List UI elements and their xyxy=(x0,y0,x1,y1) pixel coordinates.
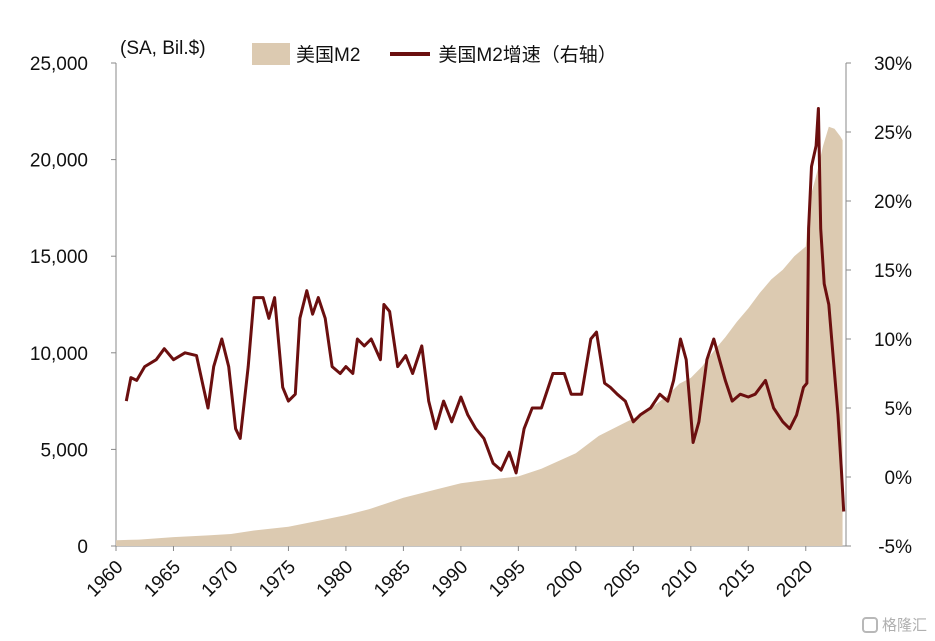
right-tick-label: 30% xyxy=(874,54,912,75)
right-axis: -5% 0% 5% 10% 15% 20% 25% 30% xyxy=(845,54,913,558)
right-tick-label: 0% xyxy=(885,468,913,489)
x-tick-label: 1985 xyxy=(370,557,415,602)
watermark: 格隆汇 xyxy=(861,614,927,635)
x-tick-label: 2005 xyxy=(600,557,645,602)
left-tick-label: 15,000 xyxy=(30,247,88,268)
x-tick-label: 1995 xyxy=(485,557,530,602)
right-tick-label: 25% xyxy=(874,123,912,144)
right-tick-label: -5% xyxy=(878,537,912,558)
x-tick-label: 1960 xyxy=(83,557,128,602)
left-tick-label: 5,000 xyxy=(40,440,88,461)
right-tick-label: 5% xyxy=(885,399,913,420)
legend-swatch-m2 xyxy=(252,42,290,65)
left-axis-unit-label: (SA, Bil.$) xyxy=(120,38,206,59)
legend: 美国M2 美国M2增速（右轴） xyxy=(252,40,647,67)
x-tick-label: 2010 xyxy=(658,557,703,602)
left-tick-label: 25,000 xyxy=(30,54,88,75)
x-tick-label: 1965 xyxy=(140,557,185,602)
plot-area xyxy=(116,107,846,547)
x-tick-label: 2020 xyxy=(773,557,818,602)
series-m2-growth-line xyxy=(124,107,846,512)
left-tick-label: 10,000 xyxy=(30,344,88,365)
right-tick-label: 10% xyxy=(874,330,912,351)
legend-item-m2: 美国M2 xyxy=(252,40,360,67)
legend-label-m2: 美国M2 xyxy=(296,45,361,66)
x-tick-label: 2000 xyxy=(543,557,588,602)
x-tick-label: 1975 xyxy=(255,557,300,602)
left-tick-label: 0 xyxy=(77,537,88,558)
left-tick-label: 20,000 xyxy=(30,151,88,172)
legend-label-m2-growth: 美国M2增速（右轴） xyxy=(438,45,617,66)
x-tick-label: 1990 xyxy=(428,557,473,602)
left-axis: 0 5,000 10,000 15,000 20,000 25,000 xyxy=(30,54,117,558)
x-tick-label: 1970 xyxy=(198,557,243,602)
x-axis: 1960 1965 1970 1975 1980 1985 1990 1995 2000 2005… xyxy=(83,545,846,602)
legend-item-m2-growth: 美国M2增速（右轴） xyxy=(390,40,617,67)
watermark-text: 格隆汇 xyxy=(881,617,927,634)
x-tick-label: 2015 xyxy=(715,557,760,602)
x-tick-label: 1980 xyxy=(313,557,358,602)
right-tick-label: 15% xyxy=(874,261,912,282)
legend-swatch-m2-growth xyxy=(390,51,431,56)
right-tick-label: 20% xyxy=(874,192,912,213)
series-m2-area xyxy=(116,126,843,547)
watermark-logo-icon xyxy=(861,616,878,633)
